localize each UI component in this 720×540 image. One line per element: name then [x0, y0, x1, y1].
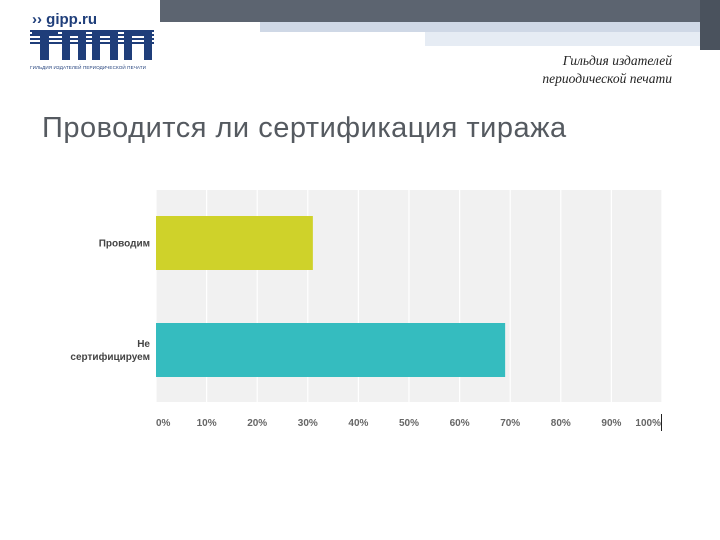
x-tick-label: 80%	[551, 418, 571, 429]
x-tick-label: 90%	[601, 418, 621, 429]
x-tick-label: 40%	[348, 418, 368, 429]
guild-name-line-2: периодической печати	[542, 71, 672, 86]
category-label: Не	[137, 339, 150, 350]
guild-name: Гильдия издателей периодической печати	[542, 52, 672, 88]
x-tick-label: 50%	[399, 418, 419, 429]
gipp-logo[interactable]: ›› gipp.ru ГИЛЬДИЯ ИЗДАТЕЛЕЙ ПЕРИОДИЧЕСК…	[28, 10, 158, 74]
guild-name-line-1: Гильдия издателей	[562, 53, 672, 68]
gipp-logo-mark-icon	[30, 30, 154, 60]
logo-text: ›› gipp.ru	[32, 11, 97, 28]
x-tick-label: 70%	[500, 418, 520, 429]
category-label: Проводим	[99, 239, 150, 250]
x-tick-label: 0%	[156, 418, 171, 429]
slide-title: Проводится ли сертификация тиража	[42, 112, 567, 144]
x-tick-label: 100%	[635, 418, 661, 429]
logo-caption: ГИЛЬДИЯ ИЗДАТЕЛЕЙ ПЕРИОДИЧЕСКОЙ ПЕЧАТИ	[30, 65, 147, 70]
x-tick-label: 60%	[450, 418, 470, 429]
bar-1	[156, 216, 313, 270]
x-tick-label: 10%	[197, 418, 217, 429]
bar-2	[156, 323, 506, 377]
x-tick-label: 20%	[247, 418, 267, 429]
x-tick-label: 30%	[298, 418, 318, 429]
category-label: сертифицируем	[70, 351, 150, 363]
